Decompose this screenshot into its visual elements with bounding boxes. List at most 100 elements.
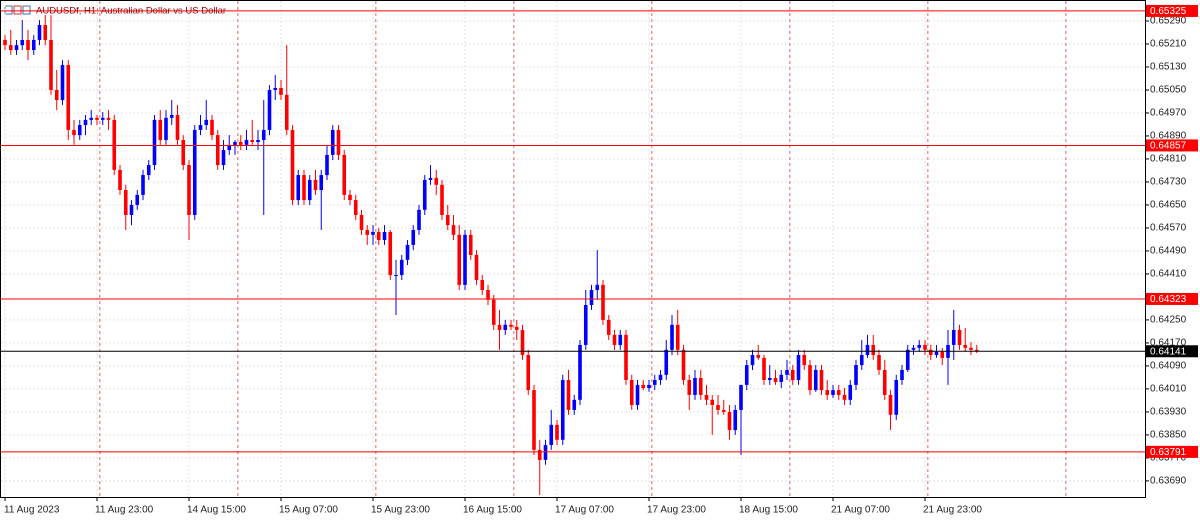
candle-body — [871, 344, 876, 355]
candle-body — [158, 119, 163, 140]
candle-body — [589, 290, 594, 305]
candle-body — [72, 129, 76, 136]
candle-body — [267, 89, 272, 130]
candle-body — [624, 334, 628, 381]
candle-body — [825, 390, 830, 395]
y-tick-label: 0.64490 — [1150, 246, 1187, 257]
candle-body — [514, 326, 519, 330]
candle-body — [888, 394, 893, 415]
candle-body — [652, 380, 657, 385]
candle-body — [307, 179, 312, 201]
x-tick-label: 21 Aug 07:00 — [831, 505, 890, 516]
candle-body — [911, 347, 916, 350]
candle-body — [146, 164, 151, 176]
x-tick-label: 17 Aug 23:00 — [647, 505, 706, 516]
candle-body — [204, 119, 209, 126]
candle-body — [836, 390, 841, 395]
candle-body — [767, 377, 772, 381]
y-tick-label: 0.63930 — [1150, 407, 1187, 418]
y-tick-label: 0.64170 — [1150, 338, 1187, 349]
candle-body — [526, 355, 531, 391]
candle-body — [882, 369, 887, 395]
candle-body — [934, 351, 939, 355]
candle-body — [215, 135, 220, 165]
y-tick-label: 0.64090 — [1150, 361, 1187, 372]
candle-body — [802, 355, 807, 366]
candle-body — [842, 394, 847, 400]
candle-body — [330, 129, 335, 155]
candle-body — [141, 175, 145, 195]
y-tick-label: 0.64010 — [1150, 384, 1187, 395]
candle-body — [463, 234, 467, 285]
x-tick-label: 11 Aug 23:00 — [95, 505, 154, 516]
candle-body — [480, 279, 485, 291]
candle-body — [60, 64, 65, 101]
icon-part — [13, 5, 22, 15]
candle-body — [54, 89, 59, 101]
candle-body — [388, 231, 393, 276]
bid-label: 0.64141 — [1150, 346, 1187, 357]
candle-body — [152, 119, 157, 165]
y-tick-label: 0.64810 — [1150, 154, 1187, 165]
y-tick-label: 0.63850 — [1150, 430, 1187, 441]
candle-body — [744, 365, 749, 385]
candle-body — [618, 334, 623, 345]
candle-body — [698, 377, 703, 395]
candle-body — [595, 284, 600, 291]
candle-body — [365, 229, 370, 235]
candle-body — [928, 349, 933, 355]
candle-body — [670, 324, 674, 350]
candle-body — [279, 87, 283, 95]
candle-body — [302, 175, 306, 201]
candle-body — [721, 409, 726, 412]
candle-body — [210, 119, 214, 136]
candle-body — [233, 142, 237, 145]
candle-body — [900, 369, 904, 381]
candle-body — [256, 139, 260, 142]
candle-body — [221, 150, 226, 165]
candle-body — [664, 349, 669, 375]
candle-body — [641, 384, 646, 389]
candle-body — [566, 380, 571, 410]
candle-body — [382, 231, 387, 241]
candle-body — [658, 374, 663, 381]
candle-body — [43, 25, 48, 40]
candle-body — [848, 384, 853, 400]
level-label-box — [1146, 445, 1198, 458]
y-tick-label: 0.63770 — [1150, 453, 1187, 464]
candle-body — [37, 25, 42, 40]
candle-body — [227, 144, 232, 151]
candle-body — [261, 129, 266, 140]
candle-body — [612, 334, 617, 345]
candle-body — [647, 384, 651, 389]
candle-body — [192, 129, 197, 216]
candle-body — [440, 184, 444, 216]
candle-body — [859, 355, 864, 366]
candles — [3, 14, 979, 495]
candle-body — [497, 324, 502, 330]
candle-body — [773, 377, 778, 383]
candle-body — [675, 324, 680, 350]
candle-body — [762, 357, 766, 381]
candle-body — [854, 365, 858, 385]
candle-body — [250, 139, 255, 142]
candle-body — [175, 114, 180, 140]
symbol-icon — [4, 5, 31, 15]
candle-body — [601, 284, 605, 320]
candle-body — [940, 351, 945, 358]
candle-body — [543, 444, 548, 460]
y-tick-label: 0.64890 — [1150, 131, 1187, 142]
candle-body — [537, 449, 542, 460]
candle-body — [411, 229, 416, 245]
candle-body — [112, 119, 117, 170]
y-tick-label: 0.64650 — [1150, 200, 1187, 211]
candle-body — [100, 117, 105, 120]
candle-body — [371, 231, 375, 235]
candle-body — [831, 390, 835, 395]
candle-body — [813, 369, 818, 391]
candle-body — [198, 125, 203, 130]
y-tick-label: 0.64730 — [1150, 177, 1187, 188]
candle-body — [26, 39, 30, 51]
